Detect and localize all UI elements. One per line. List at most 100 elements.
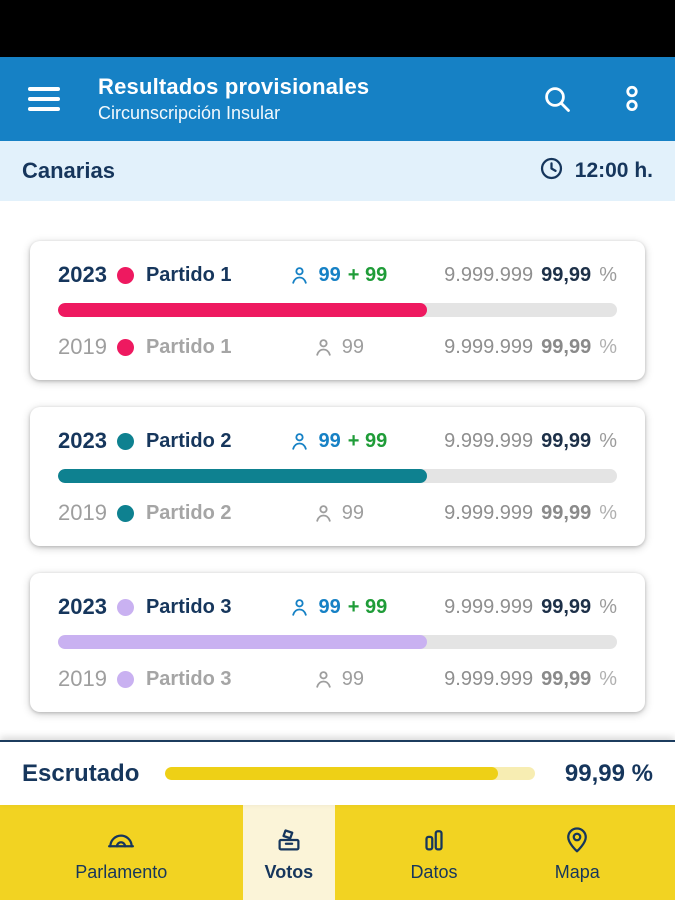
votes-value: 9.999.999	[444, 263, 534, 286]
party-card[interactable]: 2023 Partido 1 99 + 99 9.999.999 99,99 %	[30, 241, 645, 380]
escrutado-progress-fill	[165, 767, 498, 780]
seats-group: 99 + 99	[288, 430, 387, 453]
percent-symbol: %	[599, 263, 617, 286]
escrutado-progress-track	[165, 767, 535, 780]
party-name: Partido 1	[145, 335, 232, 358]
party-progress-track	[58, 469, 617, 483]
seats-value: 99	[341, 335, 364, 358]
person-icon	[288, 430, 311, 453]
percent-value: 99,99	[541, 595, 592, 618]
person-icon	[312, 502, 335, 525]
party-current-row: 2023 Partido 1 99 + 99 9.999.999 99,99 %	[58, 262, 617, 288]
party-color-dot	[116, 670, 134, 688]
seats-value: 99	[318, 263, 341, 286]
parliament-icon	[104, 825, 138, 855]
percent-symbol: %	[599, 335, 617, 358]
map-pin-icon	[562, 825, 592, 855]
app-bar-titles: Resultados provisionales Circunscripción…	[98, 74, 369, 124]
party-card[interactable]: 2023 Partido 3 99 + 99 9.999.999 99,99 %	[30, 573, 645, 712]
escrutado-label: Escrutado	[22, 759, 140, 787]
party-progress-track	[58, 303, 617, 317]
seats-value: 99	[341, 501, 364, 524]
percent-value: 99,99	[541, 429, 592, 452]
results-list: 2023 Partido 1 99 + 99 9.999.999 99,99 %	[0, 201, 675, 740]
status-bar	[0, 0, 675, 57]
tab-label: Datos	[410, 861, 458, 882]
percent-value: 99,99	[541, 335, 592, 358]
percent-symbol: %	[599, 595, 617, 618]
party-name: Partido 2	[145, 501, 232, 524]
bar-chart-icon	[419, 825, 449, 855]
seats-value: 99	[318, 429, 341, 452]
party-color-dot	[116, 338, 134, 356]
percent-symbol: %	[599, 429, 617, 452]
options-icon[interactable]	[619, 83, 645, 115]
bottom-nav: Parlamento Votos Datos	[0, 805, 675, 900]
party-name: Partido 1	[145, 263, 232, 286]
person-icon	[312, 668, 335, 691]
percent-value: 99,99	[541, 667, 592, 690]
update-clock-icon	[538, 155, 565, 188]
votes-group: 9.999.999 99,99 %	[444, 336, 617, 359]
party-name: Partido 2	[145, 429, 232, 452]
app-bar-actions	[541, 83, 645, 115]
votes-group: 9.999.999 99,99 %	[444, 430, 617, 453]
seats-group: 99	[312, 668, 364, 691]
percent-symbol: %	[599, 667, 617, 690]
percent-value: 99,99	[541, 263, 592, 286]
votes-group: 9.999.999 99,99 %	[444, 264, 617, 287]
tab-parlamento[interactable]: Parlamento	[53, 805, 189, 900]
person-icon	[288, 264, 311, 287]
party-progress-fill	[58, 469, 427, 483]
person-icon	[288, 596, 311, 619]
votes-group: 9.999.999 99,99 %	[444, 502, 617, 525]
person-icon	[312, 336, 335, 359]
tab-mapa[interactable]: Mapa	[533, 805, 622, 900]
app-bar: Resultados provisionales Circunscripción…	[0, 57, 675, 141]
hamburger-menu-icon[interactable]	[28, 87, 68, 111]
party-progress-track	[58, 635, 617, 649]
votes-value: 9.999.999	[444, 501, 534, 524]
party-name: Partido 3	[145, 667, 232, 690]
votes-value: 9.999.999	[444, 595, 534, 618]
seats-value: 99	[318, 595, 341, 618]
year-label: 2019	[58, 334, 107, 359]
update-time-label: 12:00 h.	[574, 159, 653, 182]
party-color-dot	[116, 504, 134, 522]
tab-label: Mapa	[554, 861, 600, 882]
seats-diff: + 99	[347, 263, 388, 286]
region-header: Canarias 12:00 h.	[0, 141, 675, 201]
tab-datos[interactable]: Datos	[388, 805, 479, 900]
party-card[interactable]: 2023 Partido 2 99 + 99 9.999.999 99,99 %	[30, 407, 645, 546]
party-current-row: 2023 Partido 2 99 + 99 9.999.999 99,99 %	[58, 428, 617, 454]
party-previous-row: 2019 Partido 3 99 9.999.999 99,99 %	[58, 666, 617, 692]
escrutado-percent: 99,99 %	[564, 759, 653, 787]
party-progress-fill	[58, 635, 427, 649]
year-label: 2019	[58, 500, 107, 525]
tab-votos[interactable]: Votos	[242, 805, 336, 900]
party-progress-fill	[58, 303, 427, 317]
seats-diff: + 99	[347, 429, 388, 452]
votes-value: 9.999.999	[444, 429, 534, 452]
votes-group: 9.999.999 99,99 %	[444, 668, 617, 691]
ballot-box-icon	[273, 825, 305, 855]
votes-value: 9.999.999	[444, 335, 534, 358]
party-name: Partido 3	[145, 595, 232, 618]
party-previous-row: 2019 Partido 2 99 9.999.999 99,99 %	[58, 500, 617, 526]
percent-value: 99,99	[541, 501, 592, 524]
search-icon[interactable]	[541, 83, 573, 115]
party-color-dot	[116, 266, 134, 284]
page-title: Resultados provisionales	[98, 74, 370, 99]
page-subtitle: Circunscripción Insular	[98, 103, 281, 123]
party-current-row: 2023 Partido 3 99 + 99 9.999.999 99,99 %	[58, 594, 617, 620]
seats-group: 99 + 99	[288, 264, 387, 287]
tab-label: Parlamento	[75, 861, 168, 882]
year-label: 2023	[58, 262, 107, 287]
escrutado-panel: Escrutado 99,99 %	[0, 740, 675, 805]
seats-group: 99	[312, 502, 364, 525]
seats-group: 99	[312, 336, 364, 359]
votes-group: 9.999.999 99,99 %	[444, 596, 617, 619]
party-color-dot	[116, 598, 134, 616]
percent-symbol: %	[599, 501, 617, 524]
